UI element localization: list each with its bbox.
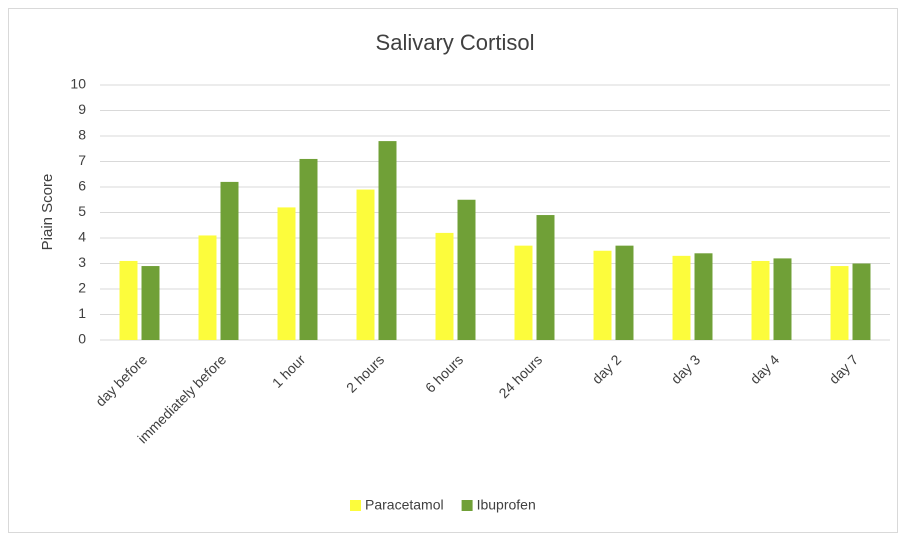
y-tick-label: 2 <box>78 280 86 296</box>
legend-swatch <box>350 500 361 511</box>
bar <box>615 245 634 340</box>
y-tick-label: 4 <box>78 229 86 245</box>
chart-title: Salivary Cortisol <box>376 30 535 55</box>
y-axis-label: Piain Score <box>39 174 56 251</box>
y-tick-label: 1 <box>78 305 86 321</box>
bar <box>830 266 849 340</box>
bar <box>435 232 454 340</box>
bar <box>356 189 375 340</box>
bar <box>751 260 770 340</box>
bar <box>198 235 217 340</box>
bar <box>852 263 871 340</box>
bar <box>299 158 318 340</box>
bar <box>773 258 792 340</box>
y-tick-label: 5 <box>78 203 86 219</box>
y-tick-label: 3 <box>78 254 86 270</box>
bar <box>457 199 476 340</box>
bar <box>378 141 397 340</box>
bar <box>119 260 138 340</box>
y-tick-label: 0 <box>78 331 86 347</box>
legend-label: Ibuprofen <box>477 497 536 513</box>
bar <box>694 253 713 340</box>
y-tick-label: 8 <box>78 127 86 143</box>
bar <box>672 255 691 340</box>
legend-label: Paracetamol <box>365 497 444 513</box>
y-tick-label: 9 <box>78 101 86 117</box>
bar <box>536 215 555 340</box>
bar <box>277 207 296 340</box>
bar <box>141 266 160 340</box>
legend-swatch <box>461 500 473 511</box>
bar <box>514 245 533 340</box>
y-tick-label: 7 <box>78 152 86 168</box>
y-tick-label: 6 <box>78 178 86 194</box>
bar <box>220 181 239 340</box>
y-tick-label: 10 <box>70 76 86 92</box>
bar <box>593 250 612 340</box>
